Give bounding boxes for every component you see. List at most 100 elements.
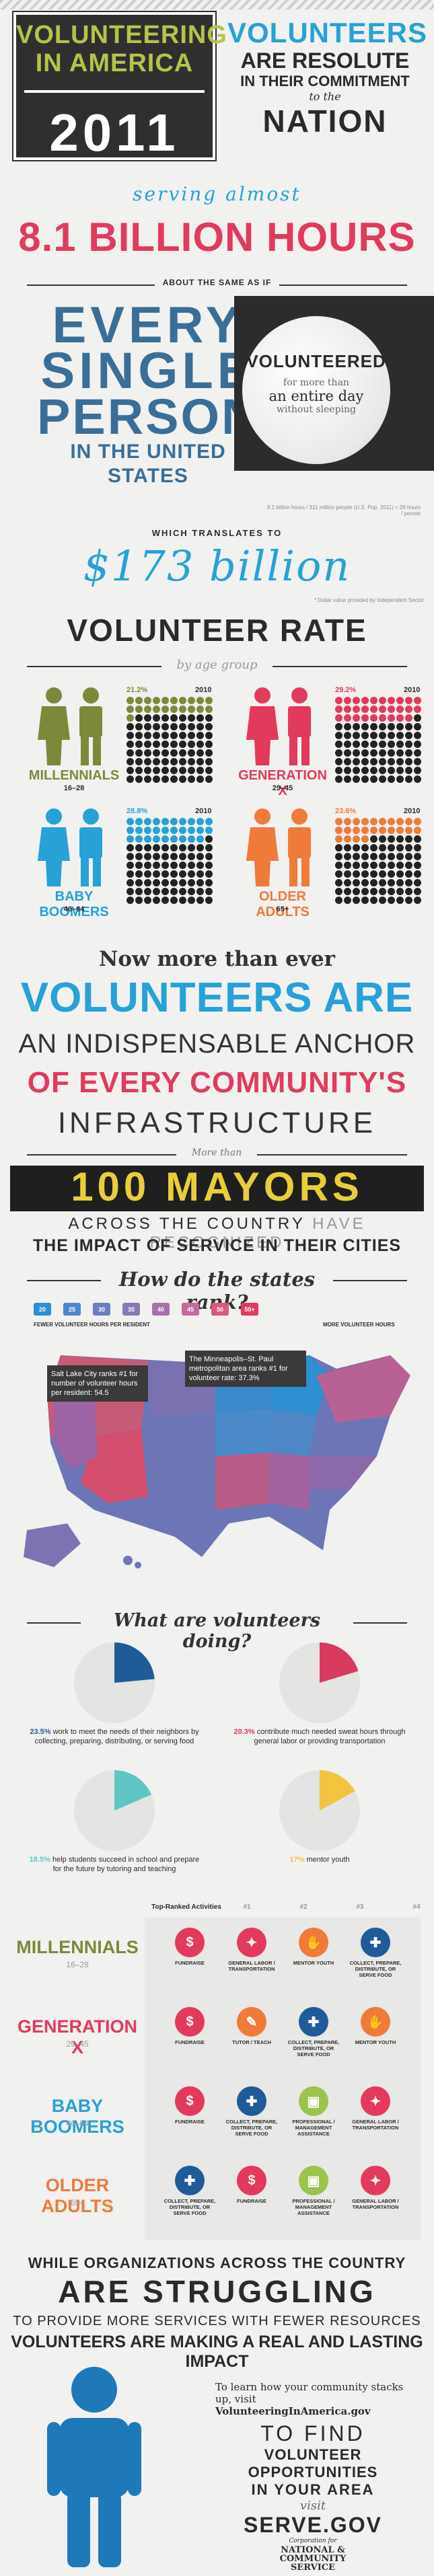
msp-callout: The Minneapolis–St. Paul metropolitan ar… xyxy=(185,1351,306,1387)
dot xyxy=(153,870,160,878)
dot xyxy=(414,818,421,825)
rank-label: #2 xyxy=(299,1903,308,1911)
dot xyxy=(161,818,169,825)
activity-cell: $ FUNDRAISE xyxy=(161,1928,218,1966)
dot xyxy=(170,758,178,765)
group-name: BABY BOOMERS xyxy=(39,889,109,919)
dot xyxy=(414,879,421,886)
activity-cell: ✋ MENTOR YOUTH xyxy=(285,1928,342,1966)
dot xyxy=(396,749,404,757)
dot xyxy=(188,749,195,757)
dot xyxy=(388,723,395,730)
dot xyxy=(126,818,134,825)
moon: VOLUNTEERED for more than an entire day … xyxy=(242,316,390,464)
activity-icon: $ xyxy=(175,1928,205,1957)
dot xyxy=(344,835,351,843)
dot xyxy=(179,827,186,834)
dot xyxy=(388,775,395,783)
dot xyxy=(188,844,195,851)
activity-cell: $ FUNDRAISE xyxy=(223,2166,280,2204)
activity-cell: ✚ COLLECT, PREPARE, DISTRIBUTE, OR SERVE … xyxy=(223,2086,280,2137)
dot xyxy=(205,879,213,886)
slc-callout: Salt Lake City ranks #1 for number of vo… xyxy=(47,1365,148,1402)
title-line-1: VOLUNTEERING xyxy=(16,21,227,49)
dot xyxy=(135,870,143,878)
dot xyxy=(388,732,395,739)
dot xyxy=(396,844,404,851)
dot xyxy=(388,741,395,748)
dot xyxy=(179,775,186,783)
serve-gov-link[interactable]: SERVE.GOV xyxy=(244,2513,382,2537)
group-pct: 21.2% xyxy=(126,686,148,694)
dot xyxy=(379,732,386,739)
dot xyxy=(126,879,134,886)
dot xyxy=(370,862,377,869)
activity-icon: $ xyxy=(237,2166,266,2195)
dot xyxy=(205,835,213,843)
doing-pct: 20.3% xyxy=(233,1728,255,1736)
dot xyxy=(179,853,186,860)
dot xyxy=(353,862,360,869)
group-pct: 23.6% xyxy=(335,807,357,815)
doing-item: 23.5% work to meet the needs of their ne… xyxy=(27,1641,202,1762)
dot xyxy=(335,870,342,878)
dot xyxy=(353,749,360,757)
rank-label: #4 xyxy=(412,1903,421,1911)
dot xyxy=(126,835,134,843)
dot xyxy=(153,818,160,825)
dot xyxy=(144,897,151,904)
dot xyxy=(170,835,178,843)
dot xyxy=(126,741,134,748)
activity-cell: ✚ COLLECT, PREPARE, DISTRIBUTE, OR SERVE … xyxy=(285,2007,342,2057)
dot xyxy=(353,888,360,895)
dot xyxy=(414,697,421,704)
dot xyxy=(361,775,369,783)
dot xyxy=(153,844,160,851)
dot xyxy=(153,714,160,722)
dot xyxy=(161,758,169,765)
dot xyxy=(379,697,386,704)
dot xyxy=(414,775,421,783)
dot xyxy=(161,714,169,722)
dot xyxy=(161,870,169,878)
dot xyxy=(405,818,412,825)
dot xyxy=(153,879,160,886)
dot xyxy=(405,706,412,713)
dot xyxy=(335,818,342,825)
activity-group-ages: 65+ xyxy=(70,2198,85,2207)
doing-pct: 17% xyxy=(289,1856,305,1864)
dot xyxy=(196,697,204,704)
dot xyxy=(126,870,134,878)
dot xyxy=(396,758,404,765)
dot xyxy=(405,888,412,895)
dot xyxy=(179,714,186,722)
dot xyxy=(188,888,195,895)
dot xyxy=(353,844,360,851)
dot xyxy=(161,835,169,843)
learn-link[interactable]: VolunteeringInAmerica.gov xyxy=(215,2405,371,2417)
doing-pie xyxy=(279,1642,360,1723)
dot xyxy=(344,767,351,774)
dot xyxy=(196,870,204,878)
activity-label: FUNDRAISE xyxy=(175,1960,205,1966)
dot xyxy=(396,862,404,869)
dot xyxy=(388,706,395,713)
title-line-2: IN AMERICA xyxy=(35,49,194,77)
dot xyxy=(188,714,195,722)
dot xyxy=(335,853,342,860)
serving-almost: serving almost xyxy=(133,183,301,205)
dot xyxy=(396,714,404,722)
dot xyxy=(196,818,204,825)
activity-icon: ▣ xyxy=(299,2166,328,2195)
dot xyxy=(388,879,395,886)
activity-group-name: OLDER ADULTS xyxy=(41,2175,114,2216)
more-label: MORE VOLUNTEER HOURS xyxy=(323,1322,395,1328)
activity-label: MENTOR YOUTH xyxy=(293,1960,334,1966)
dot xyxy=(161,844,169,851)
dot xyxy=(405,827,412,834)
dot xyxy=(205,758,213,765)
dot xyxy=(361,897,369,904)
dot xyxy=(370,741,377,748)
dot xyxy=(335,835,342,843)
dot xyxy=(153,697,160,704)
